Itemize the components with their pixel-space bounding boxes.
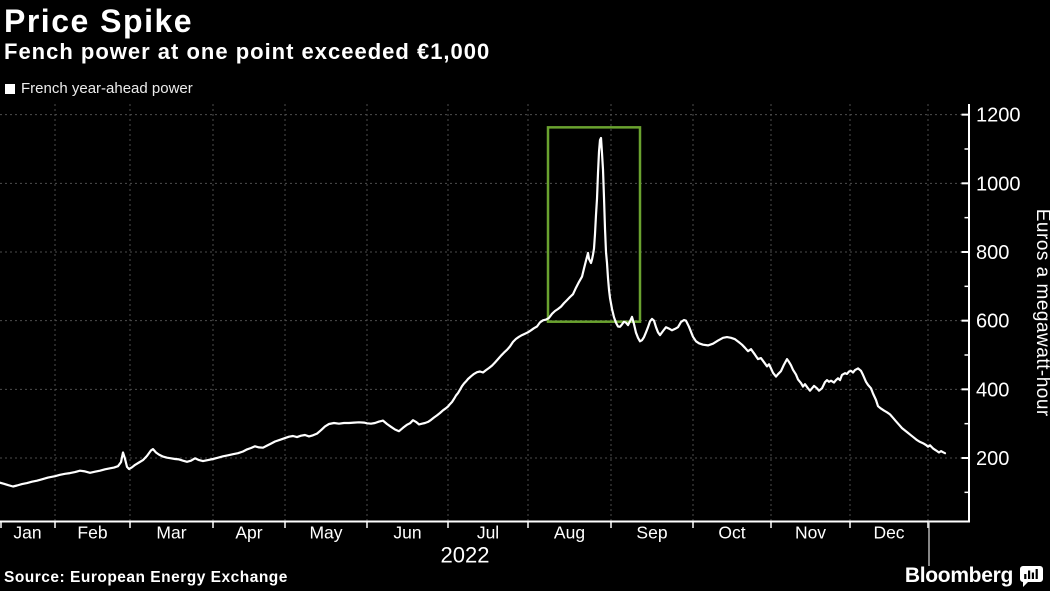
month-label: Apr bbox=[235, 523, 262, 543]
month-label: Jul bbox=[477, 523, 499, 543]
y-tick-label: 1200 bbox=[976, 105, 1021, 127]
spike-annotation-box bbox=[546, 126, 642, 323]
bloomberg-branding: Bloomberg bbox=[905, 564, 1043, 588]
month-label: May bbox=[309, 523, 342, 543]
month-label: Sep bbox=[636, 523, 667, 543]
year-label: 2022 bbox=[441, 543, 490, 568]
month-label: Aug bbox=[554, 523, 585, 543]
series-line bbox=[0, 136, 947, 488]
y-tick-label: 200 bbox=[976, 448, 1009, 470]
legend-label: French year-ahead power bbox=[21, 80, 193, 97]
month-label: Mar bbox=[156, 523, 186, 543]
month-label: Jun bbox=[393, 523, 421, 543]
y-tick-label: 600 bbox=[976, 311, 1009, 333]
bloomberg-logo-icon bbox=[1020, 565, 1043, 587]
page-title: Price Spike bbox=[4, 3, 194, 39]
source-attribution: Source: European Energy Exchange bbox=[4, 569, 288, 586]
month-label: Oct bbox=[718, 523, 745, 543]
y-tick-label: 1000 bbox=[976, 173, 1021, 195]
y-tick-label: 800 bbox=[976, 242, 1009, 264]
month-label: Feb bbox=[77, 523, 107, 543]
y-tick-label: 400 bbox=[976, 379, 1009, 401]
month-label: Nov bbox=[795, 523, 826, 543]
chart-subtitle: Fench power at one point exceeded €1,000 bbox=[4, 39, 491, 64]
legend-marker bbox=[5, 83, 15, 94]
chart-legend: French year-ahead power bbox=[5, 80, 193, 97]
month-label: Jan bbox=[13, 523, 41, 543]
y-axis-title: Euros a megawatt-hour bbox=[1032, 209, 1050, 417]
bloomberg-wordmark: Bloomberg bbox=[904, 564, 1013, 587]
month-label: Dec bbox=[873, 523, 904, 543]
